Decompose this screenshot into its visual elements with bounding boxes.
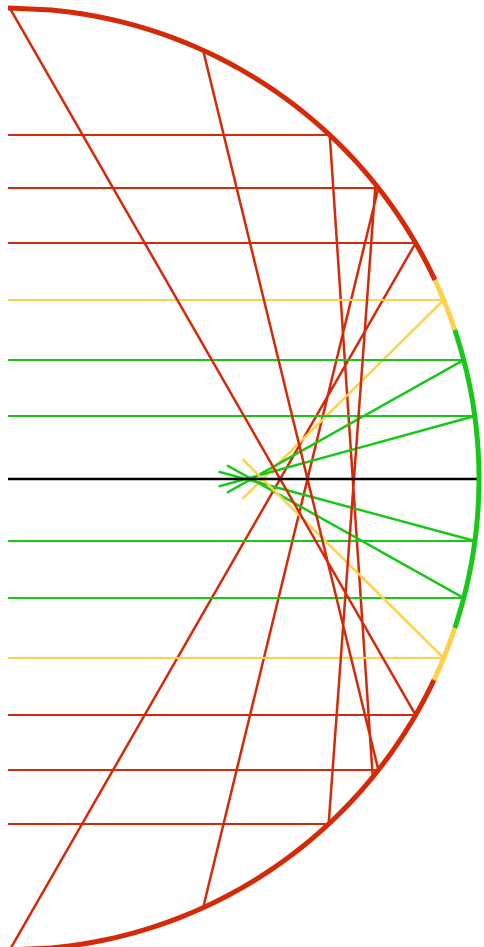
mirror-arc — [452, 329, 482, 629]
reflected-ray — [218, 414, 476, 488]
reflected-ray — [201, 187, 380, 908]
mirror-arc — [18, 678, 437, 947]
reflected-ray — [226, 464, 465, 600]
reflected-ray — [226, 358, 465, 494]
mirror-arc — [432, 278, 458, 331]
reflected-ray — [327, 184, 377, 825]
reflected-ray — [201, 50, 380, 771]
mirror-arc — [7, 5, 438, 282]
reflected-ray — [8, 7, 417, 716]
reflected-ray — [241, 458, 445, 659]
mirror-arc — [431, 627, 458, 682]
